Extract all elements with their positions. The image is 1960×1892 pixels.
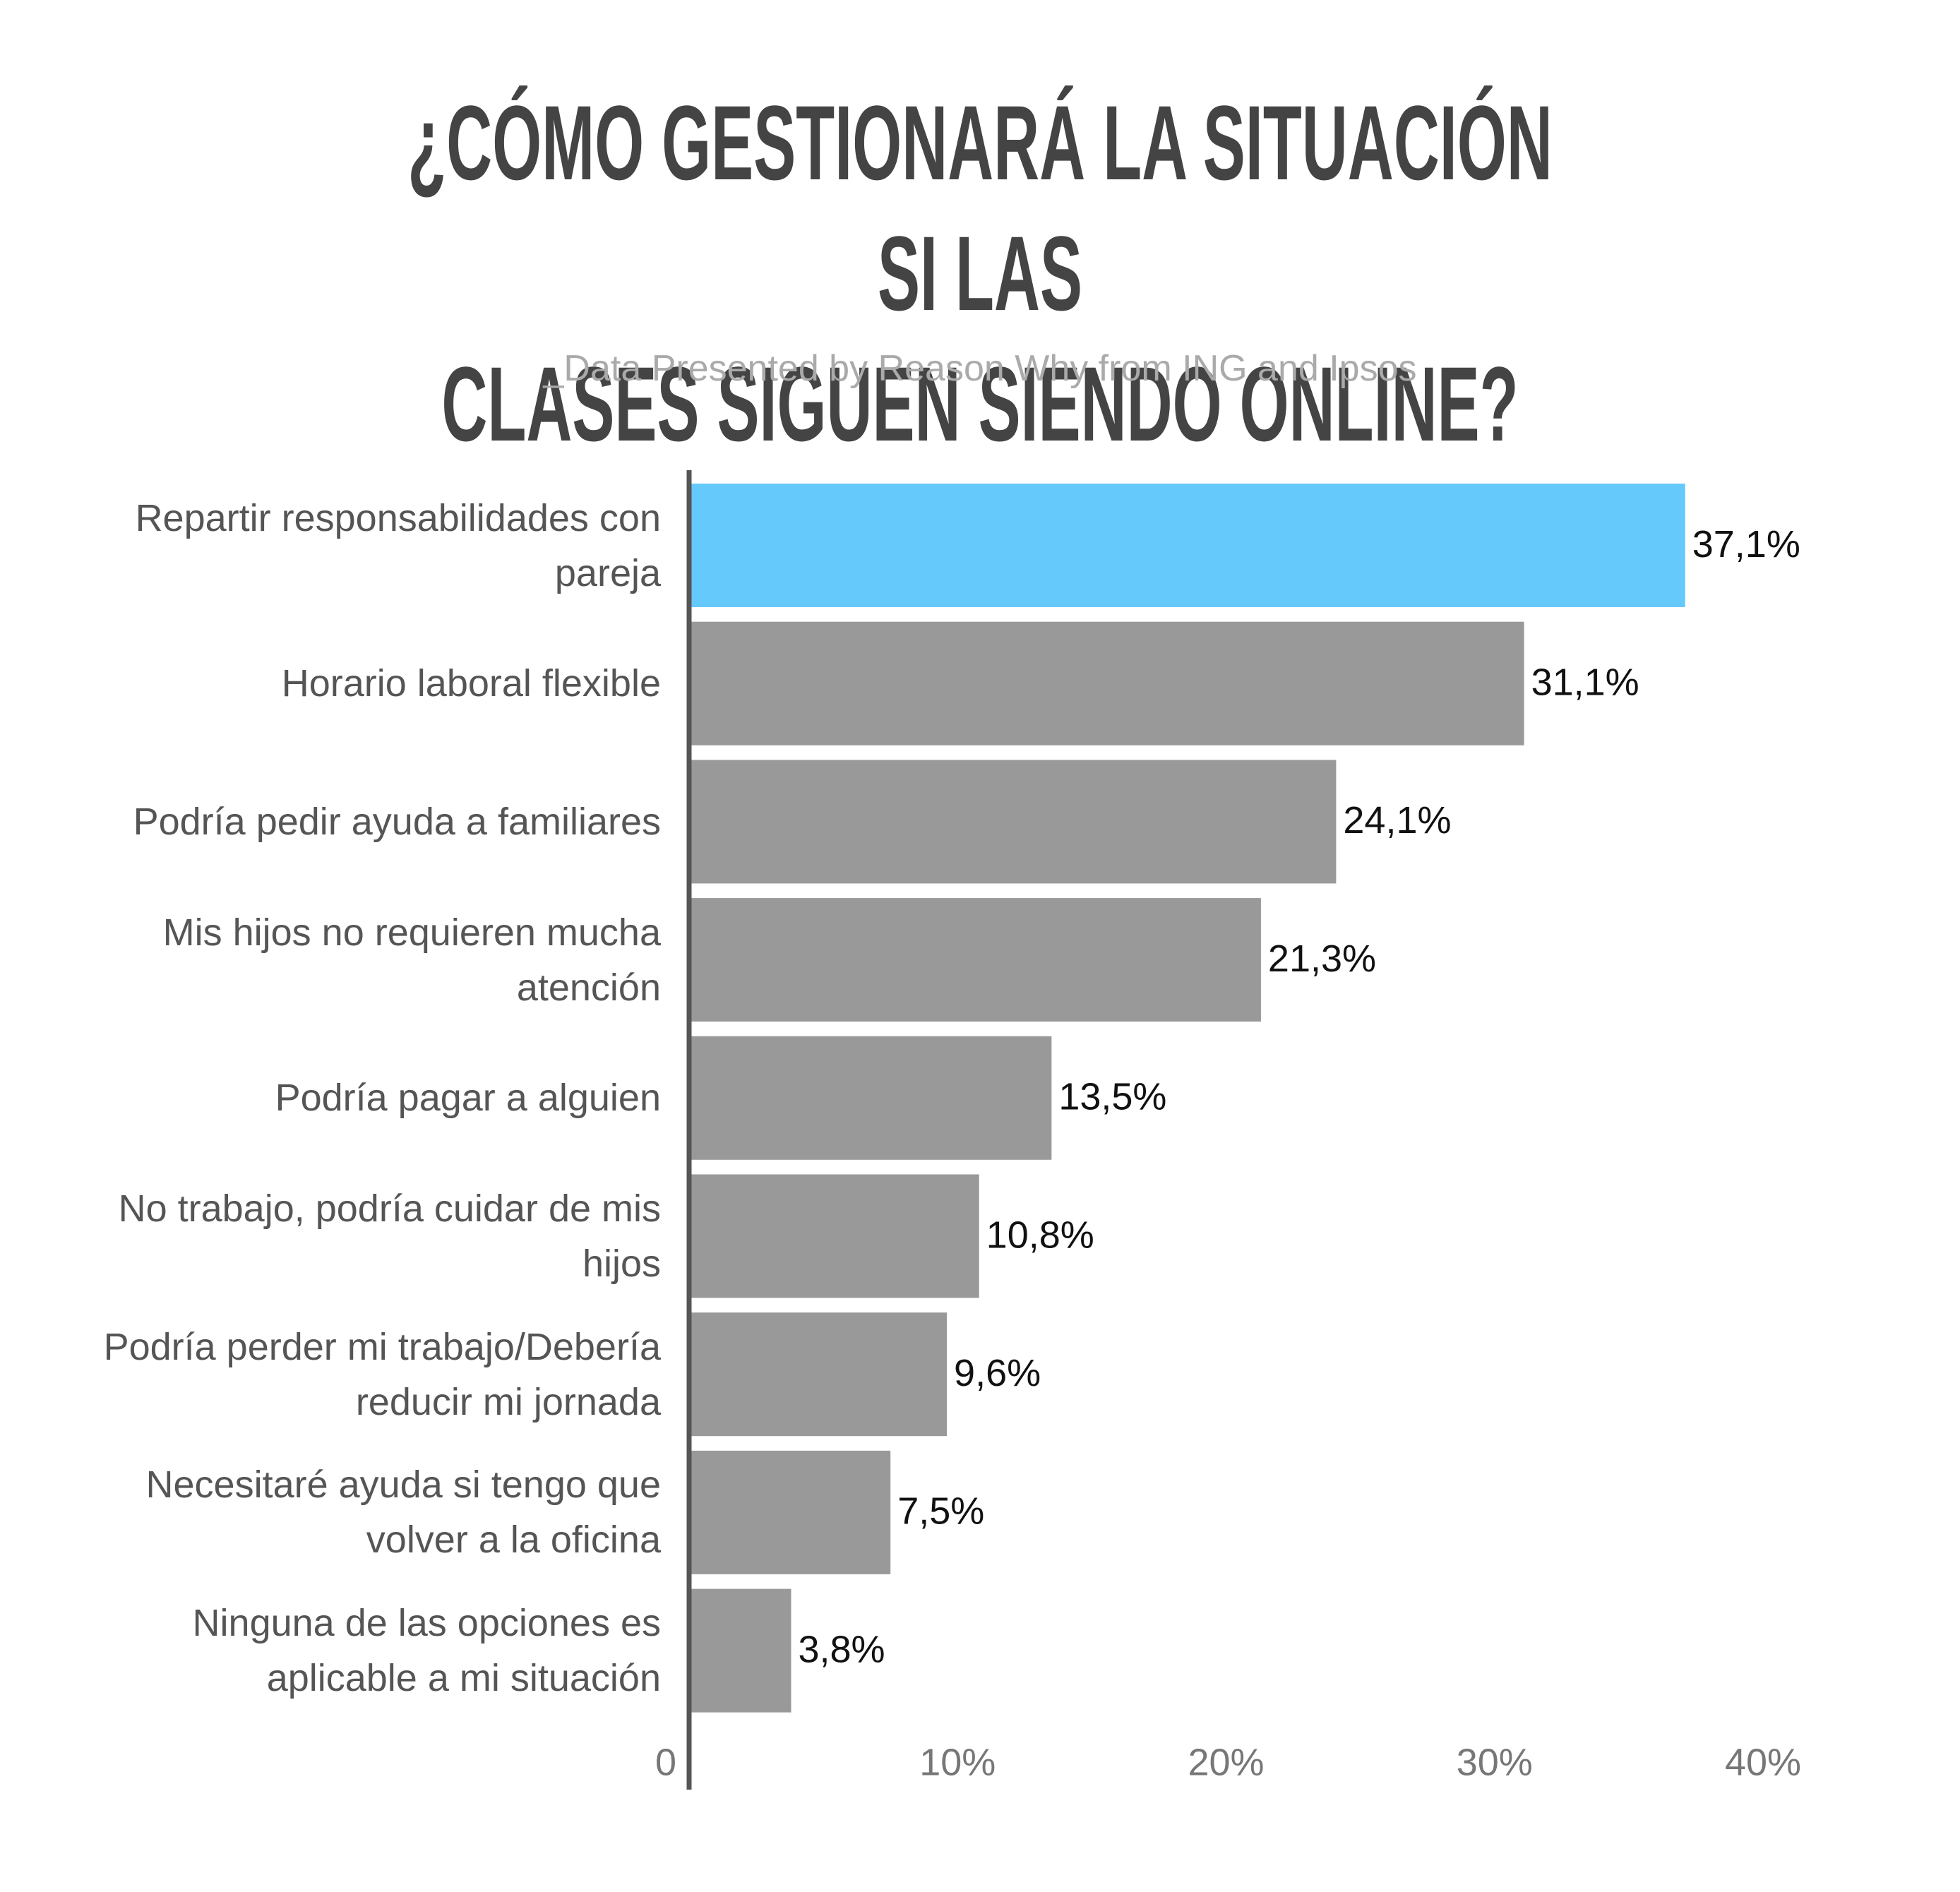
data-label: 9,6% bbox=[954, 1352, 1041, 1394]
x-tick-label: 30% bbox=[1457, 1741, 1533, 1783]
x-tick-label: 20% bbox=[1188, 1741, 1264, 1783]
y-tick-label: Podría perder mi trabajo/Debería reducir… bbox=[103, 1325, 661, 1423]
bar bbox=[689, 898, 1261, 1022]
chart-subtitle: _Data Presented by Reason Why from ING a… bbox=[543, 348, 1417, 389]
y-tick-label: Mis hijos no requieren mucha atención bbox=[162, 911, 661, 1009]
data-label: 37,1% bbox=[1692, 523, 1800, 565]
y-tick-label: Horario laboral flexible bbox=[281, 662, 661, 705]
data-label: 13,5% bbox=[1058, 1076, 1166, 1118]
y-tick-label: Ninguna de las opciones es aplicable a m… bbox=[192, 1602, 661, 1700]
data-label: 3,8% bbox=[798, 1628, 885, 1670]
data-label: 31,1% bbox=[1531, 661, 1639, 703]
bar bbox=[689, 1588, 791, 1713]
data-label: 7,5% bbox=[897, 1490, 984, 1533]
bar bbox=[689, 1174, 979, 1298]
bar bbox=[689, 760, 1337, 884]
x-tick-label: 0 bbox=[655, 1741, 676, 1783]
x-tick-label: 10% bbox=[919, 1741, 996, 1783]
bar bbox=[689, 1312, 948, 1437]
y-tick-label: Repartir responsabilidades con pareja bbox=[135, 496, 661, 594]
y-tick-label: No trabajo, podría cuidar de mis hijos bbox=[118, 1187, 661, 1285]
data-label: 24,1% bbox=[1343, 799, 1451, 842]
x-tick-label: 40% bbox=[1725, 1741, 1801, 1783]
chart-title: ¿CÓMO GESTIONARÁ LA SITUACIÓN SI LAS CLA… bbox=[407, 83, 1553, 463]
data-label: 21,3% bbox=[1268, 938, 1376, 980]
bar bbox=[689, 484, 1685, 607]
y-tick-label: Podría pedir ayuda a familiares bbox=[133, 800, 661, 843]
data-label: 10,8% bbox=[986, 1214, 1094, 1256]
bar bbox=[689, 1450, 891, 1574]
bar bbox=[689, 1036, 1052, 1160]
y-tick-label: Podría pagar a alguien bbox=[275, 1077, 661, 1120]
y-tick-label: Necesitaré ayuda si tengo que volver a l… bbox=[145, 1463, 661, 1562]
bar bbox=[689, 621, 1524, 746]
